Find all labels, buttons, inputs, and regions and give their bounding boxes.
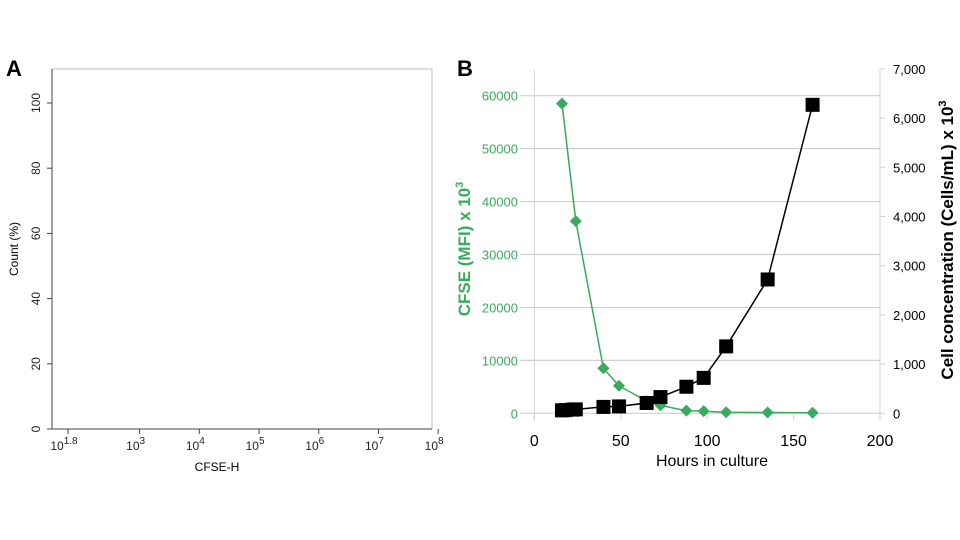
- x-tick-label: 101.8: [50, 436, 78, 453]
- x-tick-label: 108: [425, 436, 444, 453]
- y-left-tick-label: 60000: [482, 89, 518, 104]
- x-tick-label: 103: [126, 436, 145, 453]
- x-tick-label: 50: [612, 433, 630, 450]
- data-point-cells: [696, 370, 711, 385]
- y-right-tick-label: 6,000: [893, 111, 926, 126]
- data-point-cells: [611, 399, 626, 414]
- x-axis-label: CFSE-H: [195, 460, 240, 474]
- data-point-cells: [596, 399, 611, 414]
- series-line-square: [561, 104, 814, 412]
- x-tick-label: 150: [780, 433, 807, 450]
- data-point-cfse: [697, 405, 710, 418]
- x-tick-label: 105: [246, 436, 265, 453]
- data-point-cfse: [806, 406, 819, 419]
- y-tick-label: 20: [29, 357, 43, 371]
- y-tick-label: 60: [29, 226, 43, 240]
- y-left-tick-label: 40000: [482, 195, 518, 210]
- y-right-tick-label: 3,000: [893, 259, 926, 274]
- x-tick-label: 100: [694, 433, 721, 450]
- data-point-cells: [653, 390, 668, 405]
- panel-label-b: B: [457, 56, 473, 81]
- y-tick-label: 0: [29, 425, 43, 432]
- y-right-tick-label: 4,000: [893, 210, 926, 225]
- panel-label-a: A: [6, 56, 22, 81]
- data-point-cells: [760, 272, 775, 287]
- data-point-cfse: [555, 97, 568, 110]
- data-point-cells: [719, 339, 734, 354]
- x-tick-label: 106: [305, 436, 324, 453]
- data-point-cells: [639, 395, 654, 410]
- y-right-tick-label: 1,000: [893, 357, 926, 372]
- y-right-tick-label: 5,000: [893, 160, 926, 175]
- y-tick-label: 100: [29, 93, 43, 113]
- data-point-cfse: [612, 379, 625, 392]
- y-right-axis-label: Cell concentration (Cells/mL) x 103: [937, 100, 957, 379]
- data-point-cells: [679, 379, 694, 394]
- data-point-cfse: [569, 215, 582, 228]
- data-point-cfse: [680, 404, 693, 417]
- panel-a-histogram: A 101.8 103 104 105 106 107 108 0 20 40 60 80 100 CFSE…: [6, 56, 444, 474]
- y-left-tick-label: 30000: [482, 248, 518, 263]
- y-left-tick-label: 20000: [482, 300, 518, 315]
- y-axis-label: Count (%): [7, 222, 21, 276]
- data-point-cfse: [761, 406, 774, 419]
- x-tick-label: 200: [867, 433, 894, 450]
- y-left-axis-label: CFSE (MFI) x 103: [454, 182, 474, 317]
- data-point-cells: [805, 97, 820, 112]
- x-tick-label: 104: [186, 436, 205, 453]
- y-right-tick-label: 2,000: [893, 308, 926, 323]
- y-left-tick-label: 50000: [482, 142, 518, 157]
- panel-b-line-chart: B 0 10000 20000 30000 40000 50000 60000 0 1,000 2,…: [454, 56, 957, 470]
- data-point-cfse: [720, 406, 733, 419]
- data-point-cells: [568, 402, 583, 417]
- y-tick-label: 40: [29, 292, 43, 306]
- y-tick-label: 80: [29, 161, 43, 175]
- y-right-tick-label: 7,000: [893, 62, 926, 77]
- y-right-tick-label: 0: [893, 406, 900, 421]
- x-tick-label: 0: [530, 433, 539, 450]
- x-axis-label: Hours in culture: [656, 453, 768, 470]
- y-left-tick-label: 10000: [482, 353, 518, 368]
- x-tick-label: 107: [365, 436, 384, 453]
- y-left-tick-label: 0: [511, 406, 518, 421]
- plot-frame: [51, 68, 433, 430]
- data-point-cfse: [597, 362, 610, 375]
